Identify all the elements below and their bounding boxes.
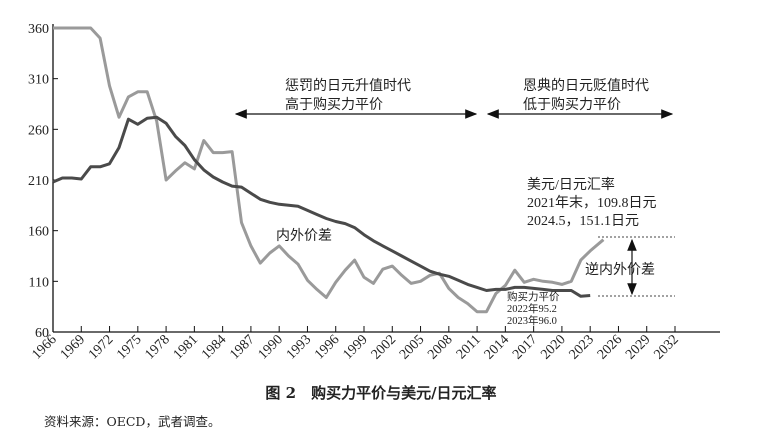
y-tick-label: 160 <box>28 225 49 240</box>
figure-caption: 图 2 购买力平价与美元/日元汇率 <box>265 384 497 402</box>
x-tick-label: 2008 <box>425 332 455 362</box>
x-tick-label: 2014 <box>482 332 512 362</box>
y-tick-label: 310 <box>28 73 49 88</box>
x-tick-label: 1987 <box>227 332 257 362</box>
ppp-2023: 2023年96.0 <box>507 314 557 327</box>
era2-label-2: 低于购买力平价 <box>523 97 621 113</box>
era2-label-1: 恩典的日元贬值时代 <box>523 78 649 94</box>
x-tick-label: 1972 <box>86 332 116 362</box>
x-tick-label: 2005 <box>397 332 427 362</box>
era1-label-1: 惩罚的日元升值时代 <box>285 78 411 94</box>
x-tick-label: 2032 <box>651 332 681 362</box>
x-tick-label: 2023 <box>567 332 597 362</box>
x-tick-label: 1969 <box>58 332 88 362</box>
x-tick-label: 2020 <box>538 332 568 362</box>
x-tick-label: 2011 <box>454 332 484 362</box>
ppp-2022: 2022年95.2 <box>507 302 557 315</box>
y-tick-label: 60 <box>35 326 49 341</box>
ppp-title: 购买力平价 <box>507 290 560 303</box>
x-tick-label: 1999 <box>340 332 370 362</box>
source-note: 资料来源：OECD，武者调查。 <box>44 414 221 429</box>
x-tick-label: 1993 <box>284 332 314 362</box>
y-tick-label: 110 <box>29 275 49 290</box>
x-tick-label: 2002 <box>369 332 399 362</box>
y-tick-label: 260 <box>28 123 49 138</box>
era1-label-2: 高于购买力平价 <box>285 96 383 113</box>
reverse-gap-label: 逆内外价差 <box>585 262 655 278</box>
x-tick-label: 1996 <box>312 332 342 362</box>
x-tick-label: 1981 <box>171 332 201 362</box>
gap-label: 内外价差 <box>276 228 332 244</box>
x-tick-label: 2017 <box>510 332 540 362</box>
x-tick-label: 1990 <box>256 332 286 362</box>
y-tick-label: 210 <box>28 174 49 189</box>
ppp-line <box>52 115 591 298</box>
x-tick-label: 2029 <box>623 332 653 362</box>
y-tick-label: 360 <box>28 22 49 37</box>
fx-2024: 2024.5，151.1日元 <box>527 214 639 229</box>
x-tick-label: 1966 <box>29 332 59 362</box>
x-tick-label: 1978 <box>143 332 173 362</box>
fx-2021: 2021年末，109.8日元 <box>527 195 657 211</box>
x-tick-label: 2026 <box>595 332 625 362</box>
fx-title: 美元/日元汇率 <box>527 176 615 193</box>
x-tick-label: 1984 <box>199 332 229 362</box>
x-tick-label: 1975 <box>114 332 144 362</box>
fx-rate-line <box>53 26 605 314</box>
